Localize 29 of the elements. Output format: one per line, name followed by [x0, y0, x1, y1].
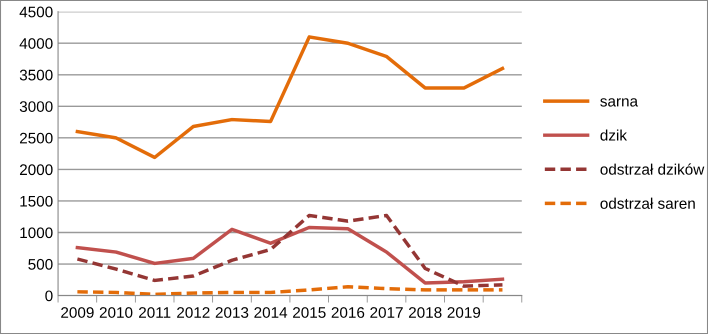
x-tick-label: 2017 [370, 307, 403, 318]
x-tick-label: 2012 [177, 307, 210, 318]
legend-label: dzik [600, 129, 628, 141]
x-tick-label: 2011 [139, 307, 170, 318]
line-series [76, 214, 504, 288]
x-tick-label: 2009 [61, 307, 94, 318]
y-tick-label: 4500 [20, 6, 53, 18]
y-tick-label: 0 [45, 290, 53, 302]
line-series [76, 35, 504, 160]
y-tick-label: 2500 [20, 132, 53, 144]
legend-label: sarna [600, 98, 638, 107]
x-tick-label: 2014 [254, 307, 288, 318]
x-tick-label: 2013 [216, 307, 248, 318]
x-tick-label: 2018 [408, 307, 442, 318]
legend-label: odstrzał dzików [600, 163, 704, 175]
x-tick-label: 2016 [332, 307, 364, 318]
x-tick-label: 2019 [448, 307, 480, 318]
y-tick-label: 2000 [20, 164, 53, 176]
x-tick-label: 2015 [293, 307, 326, 318]
y-tick-label: 1000 [20, 227, 53, 238]
y-tick-label: 3000 [20, 101, 53, 112]
y-tick-label: 1500 [20, 196, 53, 207]
y-tick-label: 3500 [20, 70, 53, 80]
line-series [76, 285, 504, 296]
line-series [76, 226, 504, 285]
y-tick-label: 500 [28, 258, 53, 270]
x-tick-label: 2010 [100, 307, 132, 318]
legend-label: odstrzał saren [600, 198, 695, 209]
y-tick-label: 4000 [20, 38, 53, 49]
